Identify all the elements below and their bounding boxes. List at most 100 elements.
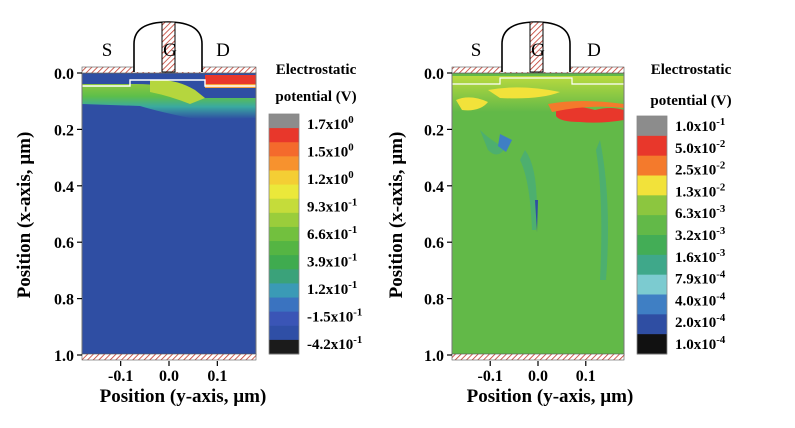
left-colorbar-labels: 1.7x100 1.5x100 1.2x100 9.3x10-1 6.6x10-1 3.9… [307, 114, 362, 353]
right-colorbar-labels: 1.0x10-1 5.0x10-2 2.5x10-2 1.3x10-2 6.3x10-3… [675, 116, 726, 353]
left-heatmap-bulk [82, 73, 256, 355]
left-x-ticks: -0.1 0.0 0.1 [108, 361, 227, 385]
left-colorbar-swatch [269, 114, 299, 129]
right-y-tick-label: 1.0 [424, 348, 444, 365]
left-junction-contour [82, 79, 256, 87]
left-colorbar-swatch [269, 198, 299, 214]
right-colorbar-swatch [637, 235, 667, 256]
right-junction-contour [452, 77, 624, 85]
left-colorbar-swatch [269, 297, 299, 313]
right-x-tick-label: 0.0 [528, 368, 548, 385]
left-x-axis-label: Position (y-axis, µm) [100, 386, 267, 407]
right-device-label-g: G [531, 40, 545, 61]
left-y-tick-label: 1.0 [54, 348, 74, 365]
left-colorbar-label: 6.6x10-1 [307, 224, 357, 243]
left-x-tick-label: 0.0 [159, 368, 179, 385]
left-colorbar-swatch [269, 241, 299, 256]
left-colorbar-label: 9.3x10-1 [307, 197, 357, 216]
left-y-tick-label: 0.2 [54, 122, 74, 139]
left-x-tick-label: -0.1 [108, 368, 133, 385]
left-x-tick-label: 0.1 [207, 368, 227, 385]
right-colorbar-label: 3.2x10-3 [675, 225, 726, 244]
left-colorbar-label: 1.2x10-1 [307, 279, 357, 298]
right-colorbar-label: 1.0x10-4 [675, 334, 726, 353]
right-y-axis-label: Position (x-axis, µm) [386, 132, 407, 299]
right-device-label-s: S [471, 40, 482, 61]
right-colorbar [636, 115, 668, 355]
right-colorbar-frame [636, 115, 668, 355]
right-y-tick-label: 0.2 [424, 122, 444, 139]
right-bottom-contact [451, 353, 625, 361]
right-gate-electrode [529, 21, 544, 73]
left-colorbar-swatch [269, 283, 299, 299]
right-colorbar-swatch [637, 135, 667, 157]
left-colorbar-swatch [269, 255, 299, 270]
left-panel: S G D 0.0 0.2 0.4 0.6 0.8 1.0 -0.1 0.0 0.1 Positi… [14, 21, 362, 407]
left-colorbar [268, 113, 300, 355]
right-colorbar-title-line2: potential (V) [650, 93, 731, 109]
left-colorbar-swatch [269, 142, 299, 157]
left-heatmap-surface-band [82, 84, 256, 119]
right-colorbar-label: 4.0x10-4 [675, 290, 726, 309]
left-colorbar-label: 1.7x100 [307, 114, 354, 133]
right-heatmap-drain-hotspot [556, 107, 624, 123]
right-colorbar-label: 6.3x10-3 [675, 203, 726, 222]
left-y-tick-label: 0.0 [54, 66, 74, 83]
left-colorbar-swatch [269, 339, 299, 355]
left-colorbar-swatch [269, 212, 299, 228]
right-colorbar-swatch [637, 175, 667, 196]
right-colorbar-label: 1.6x10-3 [675, 247, 726, 266]
left-colorbar-label: -1.5x10-1 [307, 307, 362, 326]
right-colorbar-swatch [637, 195, 667, 216]
right-device-label-d: D [587, 40, 601, 61]
right-colorbar-label: 2.5x10-2 [675, 160, 725, 179]
left-heatmap-drain-hotspot [205, 75, 256, 85]
left-bottom-contact [81, 353, 257, 361]
left-y-tick-label: 0.4 [54, 179, 74, 196]
left-gate-electrode [161, 21, 176, 73]
left-colorbar-label: 1.2x100 [307, 169, 354, 188]
right-heatmap-drain-orange [548, 101, 624, 112]
left-colorbar-swatch [269, 269, 299, 284]
left-colorbar-swatch [269, 184, 299, 200]
right-colorbar-swatch [637, 116, 667, 137]
right-panel: S G D 0.0 0.2 0.4 0.6 0.8 1.0 -0.1 0.0 0.1 Positi… [386, 21, 732, 407]
left-colorbar-frame [268, 113, 300, 355]
left-colorbar-swatch [269, 156, 299, 171]
right-colorbar-label: 5.0x10-2 [675, 138, 725, 157]
left-colorbar-title-line2: potential (V) [275, 89, 356, 105]
left-y-ticks: 0.0 0.2 0.4 0.6 0.8 1.0 [54, 66, 82, 365]
right-x-ticks: -0.1 0.0 0.1 [478, 361, 596, 385]
right-x-tick-label: 0.1 [576, 368, 596, 385]
right-colorbar-label: 7.9x10-4 [675, 269, 726, 288]
right-colorbar-swatch [637, 314, 667, 335]
right-colorbar-swatch [637, 274, 667, 295]
right-colorbar-swatch [637, 334, 667, 355]
left-colorbar-swatch [269, 226, 299, 242]
left-y-tick-label: 0.8 [54, 292, 74, 309]
left-y-tick-label: 0.6 [54, 235, 74, 252]
right-colorbar-swatch [637, 215, 667, 236]
right-y-tick-label: 0.6 [424, 235, 444, 252]
right-y-ticks: 0.0 0.2 0.4 0.6 0.8 1.0 [424, 66, 452, 365]
right-colorbar-title-line1: Electrostatic [651, 62, 732, 78]
right-y-tick-label: 0.8 [424, 292, 444, 309]
right-heatmap-teal-streaks [480, 130, 608, 280]
left-colorbar-label: 3.9x10-1 [307, 252, 357, 271]
right-y-tick-label: 0.4 [424, 179, 444, 196]
left-colorbar-swatch [269, 170, 299, 186]
left-heatmap-gate-band [150, 79, 205, 104]
left-colorbar-swatch [269, 325, 299, 341]
right-colorbar-label: 1.3x10-2 [675, 181, 725, 200]
right-colorbar-label: 1.0x10-1 [675, 116, 725, 135]
right-x-axis-label: Position (y-axis, µm) [467, 386, 634, 407]
right-colorbar-swatch [637, 155, 667, 176]
left-colorbar-swatch [269, 311, 299, 327]
right-x-tick-label: -0.1 [478, 368, 503, 385]
left-device-label-s: S [102, 40, 113, 61]
left-colorbar-label: 1.5x100 [307, 142, 354, 161]
left-y-axis-label: Position (x-axis, µm) [14, 132, 35, 299]
